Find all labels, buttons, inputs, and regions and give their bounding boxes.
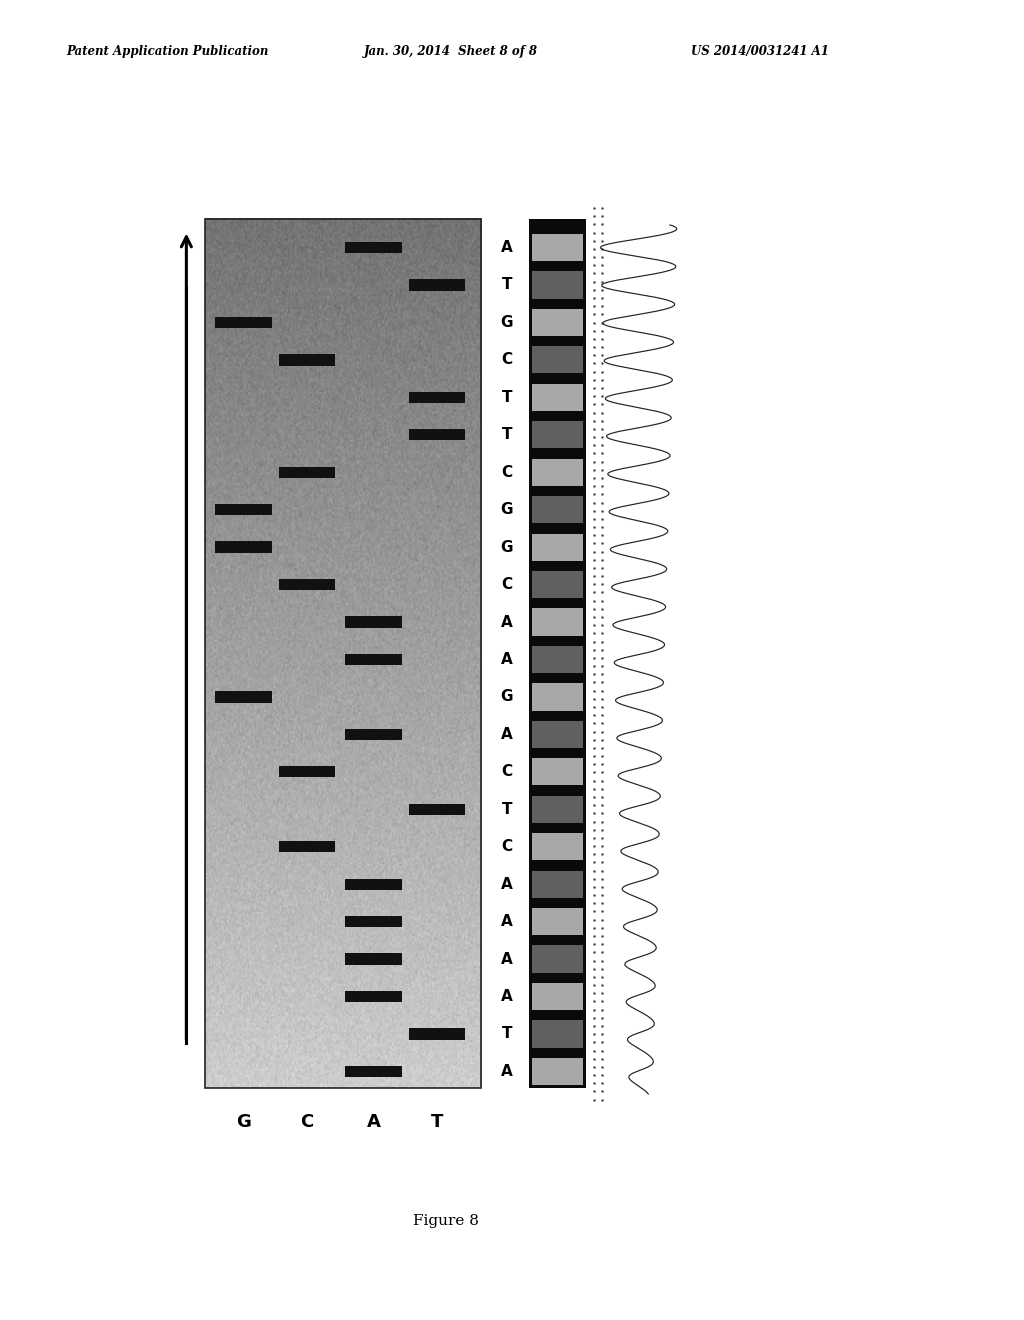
Bar <box>532 346 583 374</box>
Text: T: T <box>502 277 512 293</box>
Bar <box>345 916 401 927</box>
Bar <box>532 1020 583 1048</box>
Text: A: A <box>501 615 513 630</box>
Bar <box>532 833 583 861</box>
Bar <box>532 684 583 710</box>
Bar <box>532 945 583 973</box>
Bar <box>532 496 583 523</box>
Text: Jan. 30, 2014  Sheet 8 of 8: Jan. 30, 2014 Sheet 8 of 8 <box>364 45 538 58</box>
Bar <box>215 541 271 553</box>
Bar <box>409 804 465 814</box>
Text: A: A <box>501 876 513 892</box>
Text: A: A <box>501 240 513 255</box>
Bar <box>345 1065 401 1077</box>
Bar <box>532 908 583 935</box>
Bar <box>532 572 583 598</box>
Text: A: A <box>501 989 513 1005</box>
Bar <box>345 879 401 890</box>
Text: C: C <box>502 465 512 479</box>
Bar <box>532 272 583 298</box>
Bar <box>215 504 271 515</box>
Bar <box>532 721 583 748</box>
Text: T: T <box>431 1113 443 1131</box>
Bar <box>532 796 583 822</box>
Text: C: C <box>502 352 512 367</box>
Text: T: T <box>502 801 512 817</box>
Bar <box>345 729 401 741</box>
Bar <box>345 242 401 253</box>
Bar <box>529 219 586 1088</box>
Bar <box>409 280 465 290</box>
Bar <box>215 692 271 702</box>
Bar <box>532 645 583 673</box>
Bar <box>532 871 583 898</box>
Bar <box>279 466 335 478</box>
Bar <box>532 234 583 261</box>
Bar <box>345 653 401 665</box>
Text: G: G <box>501 502 513 517</box>
Text: G: G <box>237 1113 251 1131</box>
Text: A: A <box>501 727 513 742</box>
Text: G: G <box>501 315 513 330</box>
Bar <box>345 616 401 628</box>
Bar <box>279 579 335 590</box>
Bar <box>345 991 401 1002</box>
Bar <box>532 609 583 636</box>
Bar <box>279 354 335 366</box>
Text: T: T <box>502 428 512 442</box>
Text: C: C <box>502 577 512 593</box>
Bar <box>279 841 335 853</box>
Text: A: A <box>367 1113 380 1131</box>
Text: C: C <box>300 1113 313 1131</box>
Bar <box>532 533 583 561</box>
Text: T: T <box>502 1027 512 1041</box>
Text: A: A <box>501 652 513 667</box>
Text: T: T <box>502 389 512 405</box>
Bar <box>532 384 583 411</box>
Bar <box>532 309 583 337</box>
Bar <box>532 758 583 785</box>
Bar <box>409 392 465 403</box>
Text: A: A <box>501 952 513 966</box>
Bar <box>205 219 481 1088</box>
Bar <box>279 766 335 777</box>
Bar <box>532 983 583 1010</box>
Text: A: A <box>501 915 513 929</box>
Text: G: G <box>501 689 513 705</box>
Bar <box>409 429 465 441</box>
Bar <box>532 1057 583 1085</box>
Text: G: G <box>501 540 513 554</box>
Text: C: C <box>502 840 512 854</box>
Text: A: A <box>501 1064 513 1078</box>
Bar <box>215 317 271 329</box>
Text: C: C <box>502 764 512 779</box>
Bar <box>345 953 401 965</box>
Text: Figure 8: Figure 8 <box>413 1214 478 1228</box>
Bar <box>409 1028 465 1040</box>
Text: US 2014/0031241 A1: US 2014/0031241 A1 <box>691 45 829 58</box>
Bar <box>532 421 583 449</box>
Bar <box>532 458 583 486</box>
Text: Patent Application Publication: Patent Application Publication <box>67 45 269 58</box>
